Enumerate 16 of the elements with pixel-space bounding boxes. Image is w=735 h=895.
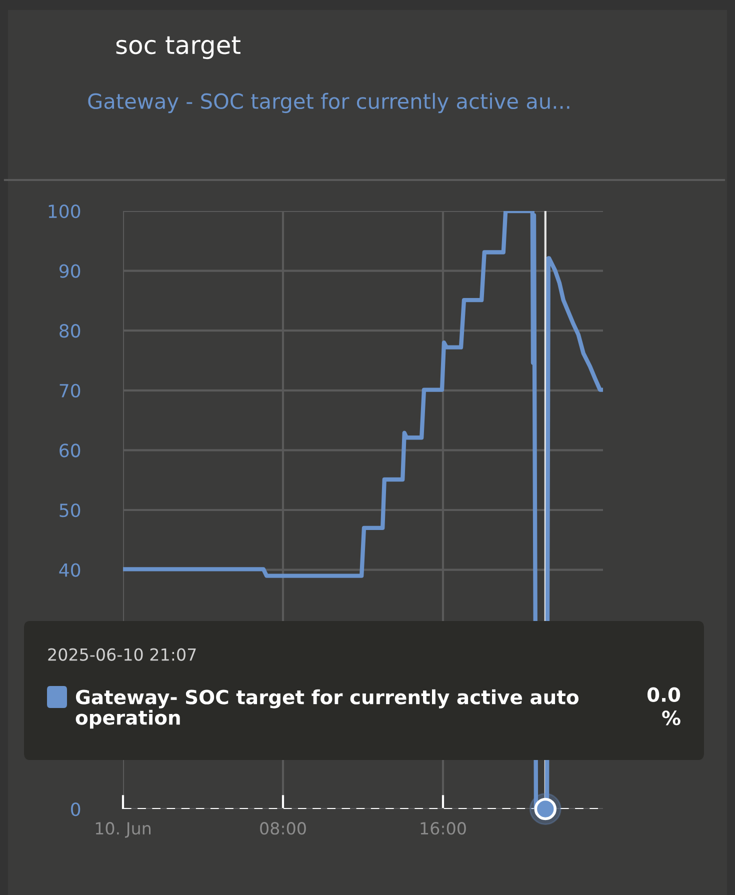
chart-title: soc target	[116, 36, 240, 60]
text: 0.0 %	[647, 687, 680, 726]
y-tick-label: 50	[60, 503, 80, 518]
y-tick-label: 90	[59, 264, 80, 278]
x-tick-label: 08:00	[260, 822, 306, 835]
y-tick-label: 100	[48, 204, 80, 218]
annotation: 2025-06-10 21:07	[48, 648, 196, 661]
y-tick-label: 80	[60, 324, 80, 338]
x-tick-label: 10. Jun	[96, 822, 151, 838]
y-tick-label: 70	[60, 384, 80, 398]
y-tick-label: 0	[71, 802, 80, 816]
y-tick-label: 60	[60, 444, 80, 458]
x-tick-label: 16:00	[420, 822, 466, 835]
y-tick-label: 40	[59, 563, 80, 577]
legend-label: Gateway- SOC target for currently active auto operation	[76, 689, 578, 729]
chart-subtitle: Gateway - SOC target for currently active au...	[88, 92, 570, 114]
